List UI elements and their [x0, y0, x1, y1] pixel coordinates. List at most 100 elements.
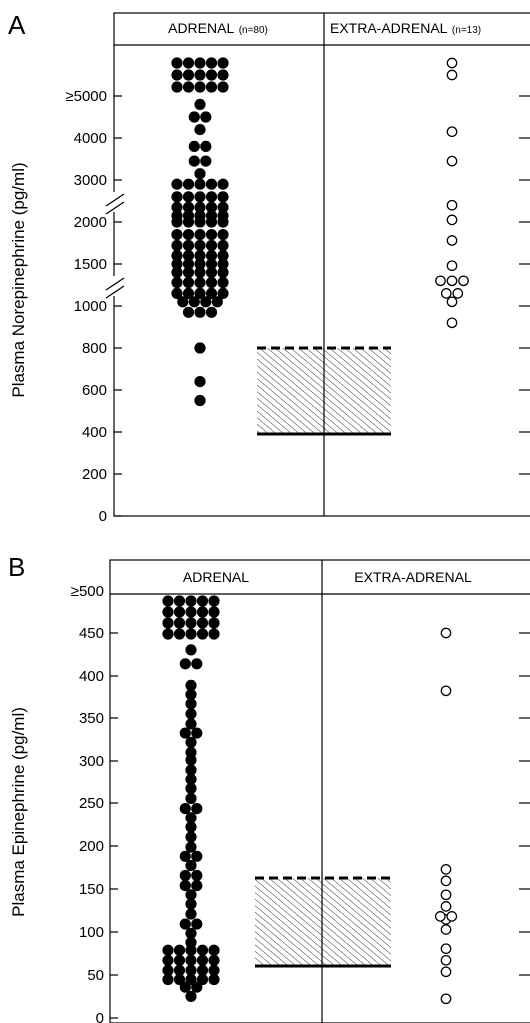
adrenal-data-point	[185, 718, 197, 730]
extra-adrenal-data-point	[446, 260, 458, 272]
adrenal-data-point	[205, 276, 218, 289]
extra-adrenal-data-point	[434, 911, 446, 922]
adrenal-data-point	[208, 944, 220, 956]
adrenal-data-point	[171, 258, 183, 270]
adrenal-data-point	[217, 191, 229, 203]
adrenal-data-point	[182, 287, 195, 299]
adrenal-data-point	[173, 964, 186, 976]
extra-adrenal-data-point	[458, 275, 469, 287]
adrenal-data-point	[185, 746, 197, 759]
panel-b-header-adrenal: ADRENAL	[183, 569, 249, 585]
adrenal-data-point	[171, 81, 183, 93]
adrenal-data-point	[196, 628, 209, 640]
adrenal-data-point	[200, 296, 212, 308]
adrenal-data-point	[171, 201, 183, 213]
adrenal-data-point	[194, 376, 206, 388]
adrenal-data-point	[185, 936, 197, 949]
adrenal-data-point	[217, 250, 229, 262]
panel-b-ytick-label: 200	[79, 838, 104, 855]
adrenal-data-point	[185, 944, 197, 956]
adrenal-data-point	[185, 644, 197, 656]
adrenal-data-point	[205, 57, 218, 69]
adrenal-data-point	[182, 201, 195, 213]
panel-a-ytick-label: 600	[82, 382, 107, 399]
extra-adrenal-data-point	[440, 966, 452, 978]
adrenal-data-point	[179, 658, 191, 670]
adrenal-data-point	[194, 168, 206, 180]
panel-a-reference-range	[257, 348, 391, 434]
adrenal-data-point	[194, 210, 206, 222]
adrenal-data-point	[179, 869, 191, 882]
panel-b-ytick-label: 250	[79, 795, 104, 812]
adrenal-data-point	[217, 178, 229, 190]
adrenal-data-point	[194, 98, 206, 110]
panel-a-axis-break-gap-2	[109, 276, 121, 296]
adrenal-data-point	[185, 889, 197, 901]
panel-a-ytick-label: 200	[82, 466, 107, 483]
adrenal-data-point	[205, 266, 218, 278]
adrenal-data-point	[194, 229, 206, 241]
extra-adrenal-data-point	[440, 288, 452, 299]
adrenal-data-point	[194, 342, 206, 354]
panel-b-y-tick-labels: 0 50 100 150 200 250 300 350 400 450 ≥50…	[71, 583, 104, 1023]
adrenal-data-point	[173, 595, 186, 607]
adrenal-data-point	[191, 981, 203, 993]
adrenal-data-point	[208, 617, 220, 629]
panel-a-ytick-label: ≥5000	[65, 88, 107, 105]
adrenal-data-point	[205, 258, 218, 270]
extra-adrenal-data-point	[446, 126, 458, 138]
adrenal-data-point	[188, 140, 200, 152]
adrenal-data-point	[179, 803, 191, 815]
adrenal-data-point	[171, 287, 183, 299]
adrenal-data-point	[217, 229, 229, 241]
adrenal-data-point	[217, 266, 229, 278]
panel-a-axis-break-1a	[105, 193, 125, 207]
adrenal-data-point	[173, 973, 186, 986]
adrenal-data-point	[179, 727, 191, 739]
adrenal-data-point	[200, 140, 212, 152]
extra-adrenal-data-point	[435, 275, 446, 287]
adrenal-data-point	[162, 944, 174, 956]
adrenal-data-point	[185, 927, 197, 939]
panel-b-ytick-label: 50	[87, 967, 104, 984]
panel-a-axis-break-gap-1	[109, 192, 121, 212]
panel-b-ytick-label: 450	[79, 625, 104, 642]
extra-adrenal-data-point	[440, 901, 452, 912]
adrenal-data-point	[185, 679, 197, 692]
adrenal-data-point	[194, 191, 206, 203]
adrenal-data-point	[185, 628, 197, 640]
adrenal-data-point	[162, 954, 174, 966]
adrenal-data-point	[162, 595, 174, 607]
adrenal-data-point	[182, 306, 195, 318]
panel-a-ytick-label: 2000	[74, 214, 107, 231]
adrenal-data-point	[171, 229, 183, 241]
adrenal-data-point	[173, 628, 186, 640]
adrenal-data-point	[194, 250, 206, 262]
panel-a-header-extra-adrenal: EXTRA-ADRENAL (n=13)	[330, 20, 481, 37]
panel-a-right-ticks	[519, 95, 530, 475]
panel-a-axis-break-2b	[105, 285, 125, 299]
adrenal-data-point	[205, 210, 218, 222]
panel-b-letter: B	[8, 552, 25, 582]
adrenal-data-point	[173, 944, 186, 956]
adrenal-data-point	[196, 617, 209, 629]
panel-a-ytick-label: 800	[82, 340, 107, 357]
adrenal-data-point	[217, 81, 229, 93]
adrenal-data-point	[173, 617, 186, 629]
adrenal-data-point	[171, 57, 183, 69]
panel-a-ytick-label: 3000	[74, 172, 107, 189]
adrenal-data-point	[211, 296, 223, 308]
extra-adrenal-data-point	[440, 993, 452, 1005]
panel-b-y-axis-title: Plasma Epinephrine (pg/ml)	[9, 707, 28, 917]
adrenal-data-point	[185, 812, 197, 824]
adrenal-data-point	[194, 394, 206, 407]
adrenal-data-point	[185, 689, 197, 701]
adrenal-data-point	[173, 954, 186, 966]
adrenal-data-point	[162, 964, 174, 976]
panel-b-reference-range	[255, 878, 391, 966]
adrenal-data-point	[194, 258, 206, 270]
adrenal-data-point	[196, 954, 209, 966]
adrenal-data-point	[217, 201, 229, 213]
extra-adrenal-data-point	[440, 954, 452, 966]
adrenal-data-point	[217, 258, 229, 270]
